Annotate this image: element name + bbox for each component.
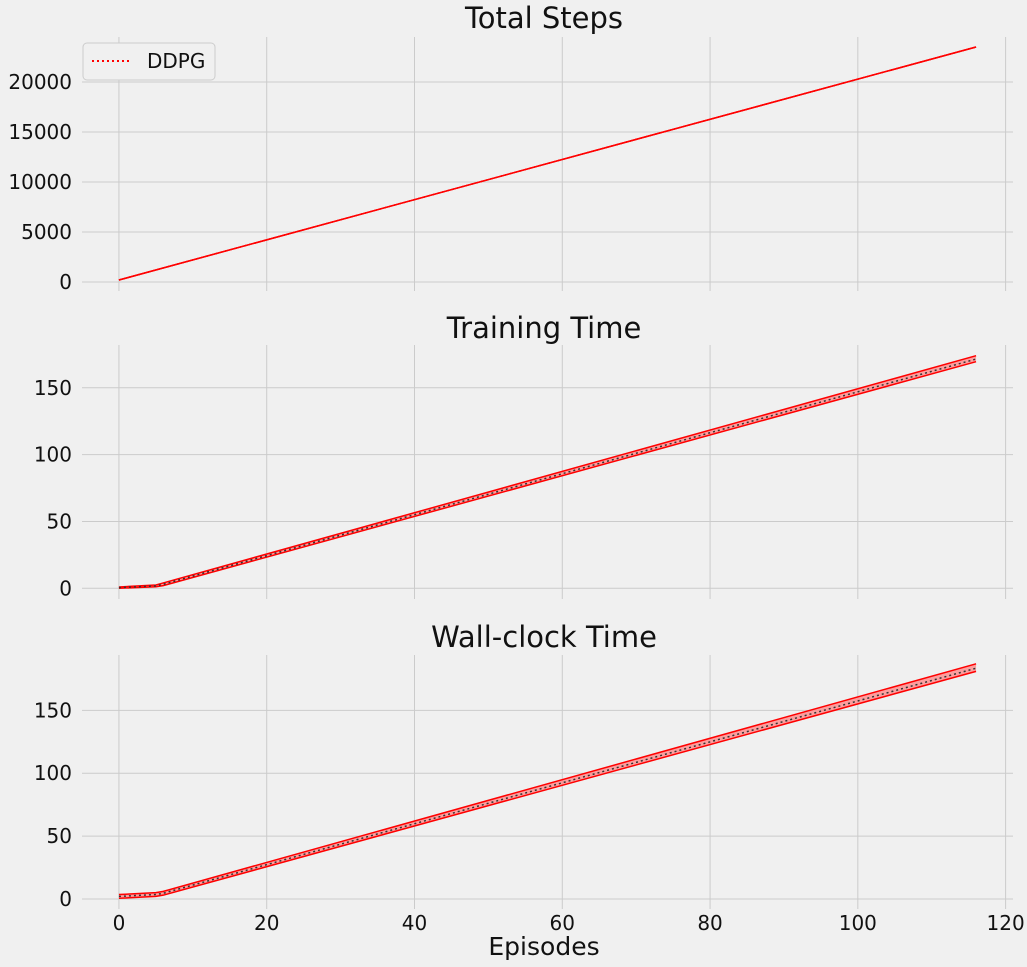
legend: DDPG bbox=[82, 42, 216, 81]
subplot-title: Total Steps bbox=[464, 1, 623, 35]
upper-bound-line bbox=[118, 663, 977, 896]
y-tick-label: 0 bbox=[59, 576, 72, 600]
x-tick-label: 60 bbox=[550, 911, 575, 935]
upper-bound-line bbox=[118, 354, 977, 588]
series-ddpg bbox=[118, 354, 977, 590]
gridlines bbox=[82, 655, 1013, 909]
subplot-title: Training Time bbox=[446, 311, 642, 345]
subplot-training-time: Training Time 0 50 100 150 bbox=[34, 311, 1013, 600]
mean-line bbox=[118, 46, 977, 281]
y-tick-label: 5000 bbox=[21, 220, 72, 244]
mean-line bbox=[118, 358, 977, 589]
y-tick-label: 150 bbox=[34, 698, 72, 722]
gridlines bbox=[82, 37, 1013, 291]
y-tick-label: 100 bbox=[34, 761, 72, 785]
lower-bound-line bbox=[118, 670, 977, 900]
x-tick-label: 80 bbox=[697, 911, 722, 935]
y-tick-label: 20000 bbox=[8, 70, 72, 94]
y-tick-label: 50 bbox=[47, 509, 72, 533]
y-tick-labels: 0 5000 10000 15000 20000 bbox=[8, 70, 72, 294]
legend-box bbox=[82, 42, 216, 81]
x-tick-labels: 0 20 40 60 80 100 120 bbox=[113, 911, 1025, 935]
y-tick-label: 0 bbox=[59, 887, 72, 911]
x-tick-label: 20 bbox=[254, 911, 279, 935]
lower-bound-line bbox=[118, 360, 977, 590]
y-tick-label: 0 bbox=[59, 270, 72, 294]
subplot-wall-clock-time: Wall-clock Time 0 50 100 150 0 20 40 60 80 100 120 bbox=[34, 620, 1025, 935]
subplot-title: Wall-clock Time bbox=[431, 620, 657, 654]
x-tick-label: 120 bbox=[987, 911, 1025, 935]
x-tick-label: 40 bbox=[402, 911, 427, 935]
mean-line bbox=[118, 667, 977, 898]
series-ddpg bbox=[118, 663, 977, 900]
x-tick-label: 100 bbox=[839, 911, 877, 935]
y-tick-label: 100 bbox=[34, 443, 72, 467]
y-tick-labels: 0 50 100 150 bbox=[34, 376, 72, 601]
x-tick-label: 0 bbox=[113, 911, 126, 935]
y-tick-label: 50 bbox=[47, 824, 72, 848]
y-tick-label: 150 bbox=[34, 376, 72, 400]
x-axis-label: Episodes bbox=[488, 932, 599, 961]
y-tick-labels: 0 50 100 150 bbox=[34, 698, 72, 911]
series-ddpg bbox=[118, 46, 977, 281]
y-tick-label: 10000 bbox=[8, 170, 72, 194]
legend-label: DDPG bbox=[147, 49, 205, 73]
y-tick-label: 15000 bbox=[8, 120, 72, 144]
subplot-total-steps: Total Steps 0 5000 10000 15000 20000 bbox=[8, 1, 1013, 294]
